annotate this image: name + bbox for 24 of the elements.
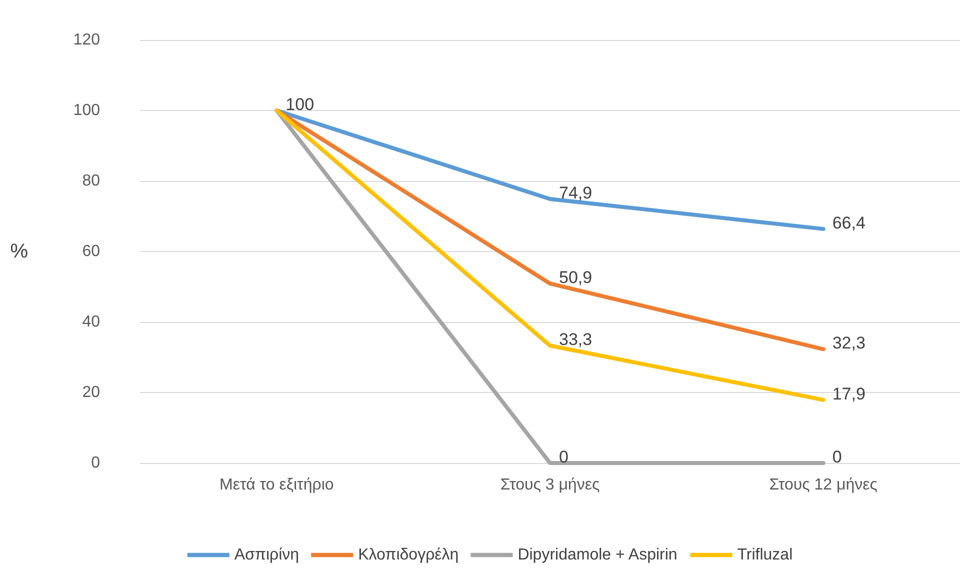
x-tick-label: Στους 12 μήνες [769,476,878,494]
x-tick-label: Μετά το εξιτήριο [220,476,334,494]
x-tick-label: Στους 3 μήνες [500,476,600,494]
legend-label: Dipyridamole + Aspirin [518,546,678,564]
data-label: 33,3 [559,330,592,350]
y-tick-label: 120 [73,32,100,48]
legend-label: Trifluzal [737,546,793,564]
data-label: 74,9 [559,183,592,202]
y-tick-label: 0 [91,454,100,472]
data-label: 32,3 [832,334,866,353]
y-axis-title: % [10,240,28,262]
data-label: 100 [286,95,314,114]
data-label: 50,9 [559,268,592,288]
y-tick-label: 80 [82,172,100,190]
data-label: 0 [832,448,842,466]
legend-label: Κλοπιδογρέλη [358,546,459,564]
y-tick-label: 20 [82,384,100,401]
y-tick-label: 100 [73,102,100,119]
data-label: 17,9 [832,384,866,404]
y-tick-label: 60 [82,243,100,260]
legend-label: Ασπιρίνη [234,546,300,564]
data-label: 0 [559,448,568,466]
y-tick-label: 40 [82,314,100,330]
data-label: 66,4 [832,213,866,232]
